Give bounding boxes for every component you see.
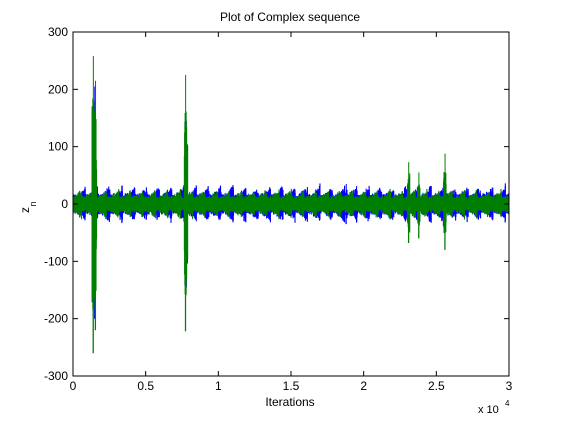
chart-figure: 00.511.522.53-300-200-1000100200300 Plot… xyxy=(0,0,561,420)
chart-svg: 00.511.522.53-300-200-1000100200300 Plot… xyxy=(0,0,561,420)
